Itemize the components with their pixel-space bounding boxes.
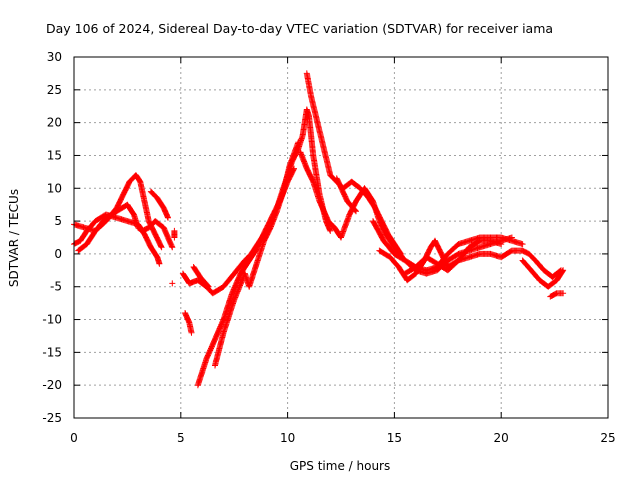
y-tick-label: -25 [42,411,62,425]
y-tick-label: -15 [42,345,62,359]
chart-title: Day 106 of 2024, Sidereal Day-to-day VTE… [46,21,553,36]
series-arc-15 [333,175,359,215]
series-arc-20 [547,290,567,300]
series-arc-19 [519,257,567,290]
marker-path [182,310,195,336]
series-arc-18 [402,237,505,277]
x-tick-label: 20 [494,431,509,445]
y-tick-label: -5 [50,280,62,294]
y-tick-label: 25 [47,83,62,97]
y-axis-label: SDTVAR / TECUs [7,189,21,287]
y-tick-label: 30 [47,50,62,64]
y-tick-label: 20 [47,116,62,130]
series-arc-17 [376,237,564,284]
marker-path [169,280,176,287]
marker-path [547,290,567,300]
series-arc-9 [182,310,195,336]
marker-path [376,237,564,284]
marker-path [303,70,404,257]
y-tick-label: 0 [54,247,62,261]
series-arc-13 [303,70,404,257]
y-tick-label: 10 [47,181,62,195]
marker-path [147,188,171,221]
plot-border [73,56,609,419]
marker-path [171,227,178,241]
x-tick-label: 10 [280,431,295,445]
marker-path [519,257,567,290]
y-tick-label: -20 [42,378,62,392]
y-tick-label: -10 [42,313,62,327]
y-tick-label: 5 [54,214,62,228]
marker-path [190,264,212,290]
series-arc-5 [171,227,178,241]
data-points [71,70,567,389]
marker-path [333,175,359,215]
axis-ticks: -25 -20 -15 -10 -5 0 5 10 15 20 25 30 0 5 10 15 20 25 [42,50,615,445]
marker-path [75,201,176,254]
x-tick-label: 0 [70,431,78,445]
x-axis-label: GPS time / hours [290,459,391,473]
x-tick-label: 15 [387,431,402,445]
y-tick-label: 15 [47,148,62,162]
marker-path [402,237,505,277]
x-tick-label: 5 [177,431,185,445]
series-arc-4 [147,188,171,221]
series-arc-8 [190,264,212,290]
series-arc-6 [169,280,176,287]
series-arc-3 [75,201,176,254]
x-tick-label: 25 [600,431,615,445]
